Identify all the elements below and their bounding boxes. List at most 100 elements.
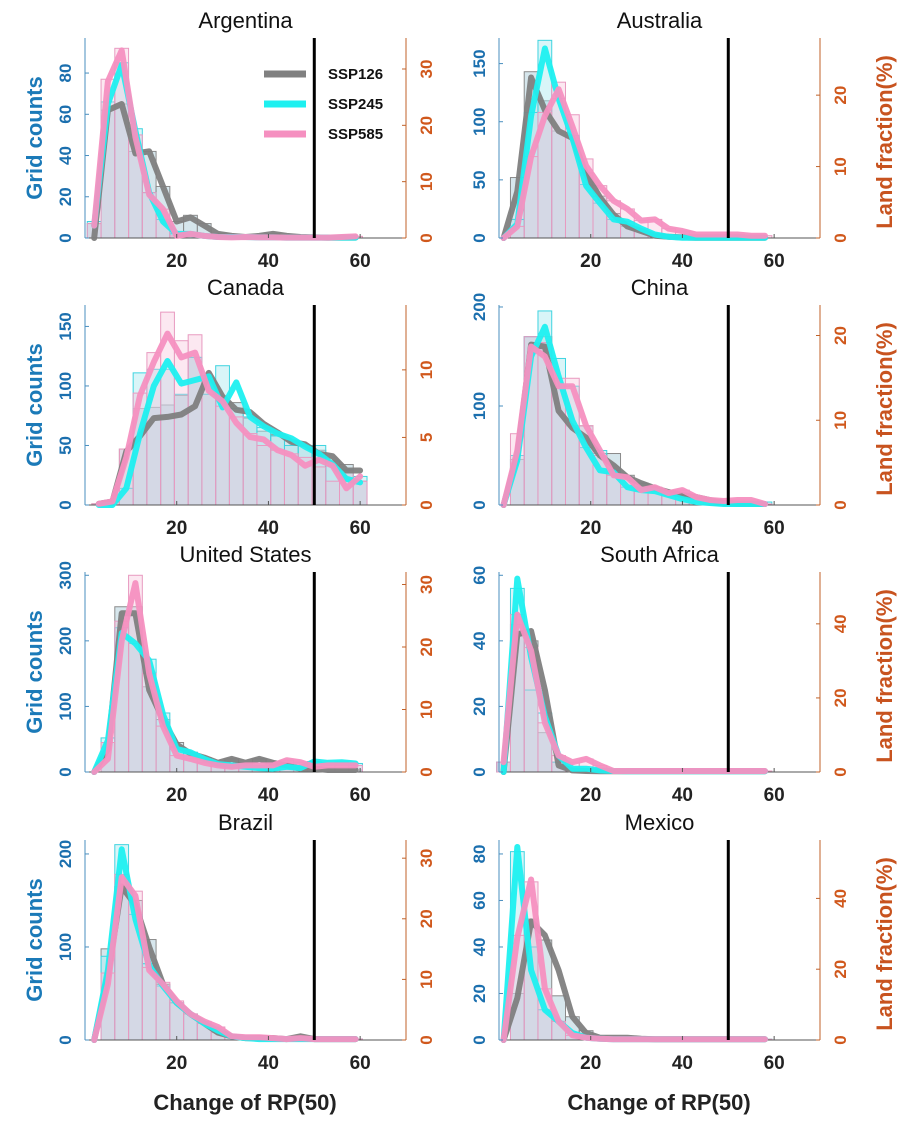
right-tick-label: 0 xyxy=(831,767,850,776)
left-tick-label: 20 xyxy=(470,984,489,1003)
left-tick-label: 0 xyxy=(56,233,75,242)
left-tick-label: 150 xyxy=(470,49,489,77)
legend: SSP126 SSP245 SSP585 xyxy=(264,66,383,143)
panel-title: United States xyxy=(179,542,311,567)
x-tick-label: 20 xyxy=(166,251,187,272)
right-tick-label: 40 xyxy=(831,889,850,908)
line-ssp585 xyxy=(91,874,359,1043)
left-tick-label: 60 xyxy=(470,891,489,910)
x-tick-label: 60 xyxy=(350,251,371,272)
line-ssp585 xyxy=(500,611,768,774)
line-ssp245 xyxy=(95,358,364,508)
right-tick-label: 40 xyxy=(831,614,850,633)
right-tick-label: 20 xyxy=(831,960,850,979)
left-tick-label: 100 xyxy=(56,933,75,961)
right-tick-label: 0 xyxy=(417,500,436,509)
legend-item-ssp245: SSP245 xyxy=(264,96,383,113)
left-tick-label: 0 xyxy=(56,500,75,509)
x-tick-label: 20 xyxy=(580,518,601,539)
x-axis-label-left: Change of RP(50) xyxy=(153,1090,336,1115)
x-tick-label: 20 xyxy=(166,785,187,806)
right-tick-label: 20 xyxy=(831,688,850,707)
x-tick-label: 60 xyxy=(764,518,785,539)
right-tick-label: 30 xyxy=(417,60,436,79)
panel-argentina: Argentina 0 20 40 60 80 0 10 20 30 20 40 60 Grid coun… xyxy=(22,8,436,272)
x-tick-label: 20 xyxy=(580,251,601,272)
left-tick-label: 200 xyxy=(56,627,75,655)
bar xyxy=(270,449,285,506)
panel-australia: Australia 0 50 100 150 0 10 20 20 40 60 Land fracti… xyxy=(470,8,897,272)
line-ssp585 xyxy=(500,86,768,241)
left-tick-label: 100 xyxy=(56,372,75,400)
left-tick-label: 0 xyxy=(470,233,489,242)
x-tick-label: 60 xyxy=(350,518,371,539)
panel-united-states: United States 0 100 200 300 0 10 20 30 20 40 60 Grid… xyxy=(22,542,436,806)
panel-brazil: Brazil 0 100 200 0 10 20 30 20 40 60 Grid counts xyxy=(22,810,436,1074)
x-tick-label: 40 xyxy=(258,785,279,806)
left-tick-label: 60 xyxy=(56,105,75,124)
panel-title: Canada xyxy=(207,275,285,300)
left-tick-label: 100 xyxy=(56,692,75,720)
right-tick-label: 0 xyxy=(417,233,436,242)
x-tick-label: 60 xyxy=(350,785,371,806)
left-tick-label: 200 xyxy=(56,840,75,868)
legend-label: SSP126 xyxy=(328,66,383,83)
left-tick-label: 200 xyxy=(470,293,489,321)
legend-item-ssp126: SSP126 xyxy=(264,66,383,83)
x-axis-label-right: Change of RP(50) xyxy=(567,1090,750,1115)
right-tick-label: 0 xyxy=(831,500,850,509)
panel-title: China xyxy=(631,275,689,300)
y-axis-label-right: Land fraction(%) xyxy=(872,322,897,496)
left-tick-label: 80 xyxy=(56,64,75,83)
line-ssp585 xyxy=(500,876,768,1043)
x-tick-label: 40 xyxy=(672,518,693,539)
panels-group: Argentina 0 20 40 60 80 0 10 20 30 20 40 60 Grid coun… xyxy=(22,8,897,1074)
x-tick-label: 40 xyxy=(258,1053,279,1074)
x-tick-label: 60 xyxy=(350,1053,371,1074)
left-tick-label: 50 xyxy=(470,170,489,189)
left-tick-label: 0 xyxy=(56,1035,75,1044)
line-ssp585 xyxy=(500,343,768,508)
legend-label: SSP585 xyxy=(328,126,383,143)
panel-title: Argentina xyxy=(198,8,293,33)
left-tick-label: 50 xyxy=(56,436,75,455)
panel-canada: Canada 0 50 100 150 0 5 10 20 40 60 Grid counts xyxy=(22,275,436,539)
left-tick-label: 40 xyxy=(56,146,75,165)
x-tick-label: 40 xyxy=(258,251,279,272)
left-tick-label: 0 xyxy=(470,1035,489,1044)
right-tick-label: 10 xyxy=(831,157,850,176)
x-tick-label: 60 xyxy=(764,785,785,806)
line-ssp245 xyxy=(500,45,768,241)
panel-china: China 0 100 200 0 10 20 20 40 60 Land fraction(%) xyxy=(470,275,897,539)
right-tick-label: 0 xyxy=(417,1035,436,1044)
x-tick-label: 60 xyxy=(764,251,785,272)
bar xyxy=(201,379,217,506)
x-tick-label: 40 xyxy=(672,785,693,806)
x-tick-label: 60 xyxy=(764,1053,785,1074)
right-tick-label: 20 xyxy=(831,86,850,105)
left-tick-label: 0 xyxy=(470,500,489,509)
panel-south-africa: South Africa 0 20 40 60 0 20 40 20 40 60 Land fract… xyxy=(470,542,897,806)
right-tick-label: 30 xyxy=(417,849,436,868)
legend-label: SSP245 xyxy=(328,96,383,113)
y-axis-label-right: Land fraction(%) xyxy=(872,857,897,1031)
x-tick-label: 40 xyxy=(672,251,693,272)
y-axis-label-left: Grid counts xyxy=(22,878,47,1001)
right-tick-label: 10 xyxy=(417,970,436,989)
bars-ssp585 xyxy=(91,311,368,506)
right-tick-label: 0 xyxy=(831,1035,850,1044)
line-ssp585 xyxy=(91,580,359,775)
bar xyxy=(215,405,230,506)
bar xyxy=(173,340,189,506)
left-tick-label: 20 xyxy=(470,697,489,716)
legend-item-ssp585: SSP585 xyxy=(264,126,383,143)
panel-title: South Africa xyxy=(600,542,719,567)
left-tick-label: 20 xyxy=(56,187,75,206)
line-ssp585 xyxy=(95,330,364,507)
x-tick-label: 40 xyxy=(672,1053,693,1074)
right-tick-label: 5 xyxy=(417,433,436,442)
left-tick-label: 80 xyxy=(470,844,489,863)
left-tick-label: 300 xyxy=(56,561,75,589)
right-tick-label: 20 xyxy=(831,326,850,345)
